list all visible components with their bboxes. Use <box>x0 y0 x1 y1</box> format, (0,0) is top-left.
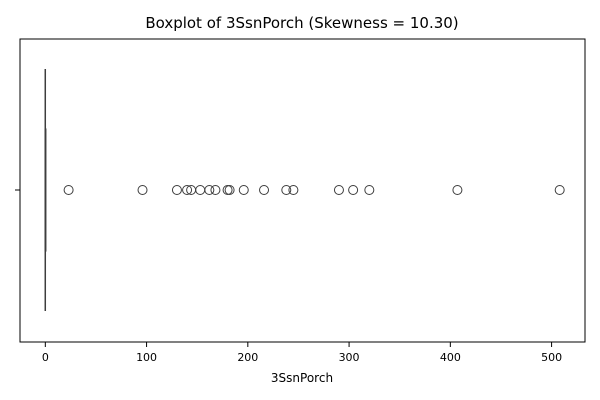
x-tick-label: 300 <box>339 351 360 364</box>
outlier-point <box>224 185 235 195</box>
outlier-group <box>63 185 565 195</box>
x-tick-label: 0 <box>42 351 49 364</box>
outlier-point <box>238 185 249 195</box>
x-axis-ticks: 0 100 200 300 400 500 <box>42 342 562 364</box>
outlier-point <box>333 185 344 195</box>
outlier-point <box>364 185 375 195</box>
outlier-point <box>288 185 299 195</box>
x-axis-label: 3SsnPorch <box>271 371 333 385</box>
x-tick-label: 400 <box>440 351 461 364</box>
x-tick-label: 100 <box>136 351 157 364</box>
outlier-point <box>281 185 292 195</box>
outlier-point <box>348 185 359 195</box>
outlier-point <box>204 185 215 195</box>
outlier-point <box>210 185 221 195</box>
outlier-point <box>137 185 148 195</box>
outlier-point <box>182 185 193 195</box>
outlier-point <box>259 185 270 195</box>
x-tick-label: 500 <box>541 351 562 364</box>
outlier-point <box>554 185 565 195</box>
box-group <box>44 69 47 311</box>
outlier-point <box>452 185 463 195</box>
outlier-point <box>171 185 182 195</box>
outlier-point <box>195 185 206 195</box>
outlier-point <box>63 185 74 195</box>
plot-frame <box>19 38 586 343</box>
outlier-point <box>222 185 233 195</box>
x-tick-label: 200 <box>237 351 258 364</box>
chart-title: Boxplot of 3SsnPorch (Skewness = 10.30) <box>145 14 458 32</box>
